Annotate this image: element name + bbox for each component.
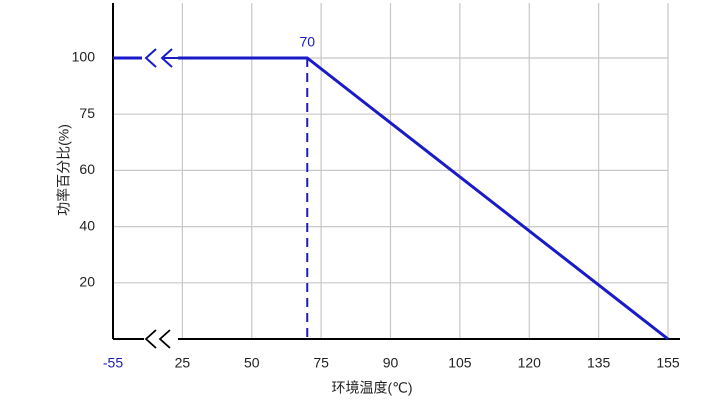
grid [113, 3, 669, 339]
x-tick-label: 50 [244, 355, 260, 371]
x-axis-title: 环境温度(℃) [331, 380, 412, 396]
y-tick-label: 40 [79, 217, 95, 233]
knee-label: 70 [299, 34, 315, 50]
y-tick-label: 100 [72, 49, 96, 65]
break-gap [142, 52, 178, 64]
x-tick-label: 120 [518, 355, 542, 371]
x-tick-label: 75 [313, 355, 329, 371]
x-tick-label: 105 [448, 355, 472, 371]
y-axis-title: 功率百分比(%) [56, 124, 72, 216]
y-tick-label: 20 [79, 274, 95, 290]
x-tick-label: 135 [587, 355, 611, 371]
y-tick-label: 75 [79, 105, 95, 121]
x-tick-label: 155 [656, 355, 680, 371]
x-tick-label: 90 [383, 355, 399, 371]
x-tick-label: -55 [103, 355, 123, 371]
x-axis-break [144, 329, 184, 349]
y-tick-label: 60 [79, 161, 95, 177]
line-break [144, 48, 180, 68]
x-tick-label: 25 [175, 355, 191, 371]
